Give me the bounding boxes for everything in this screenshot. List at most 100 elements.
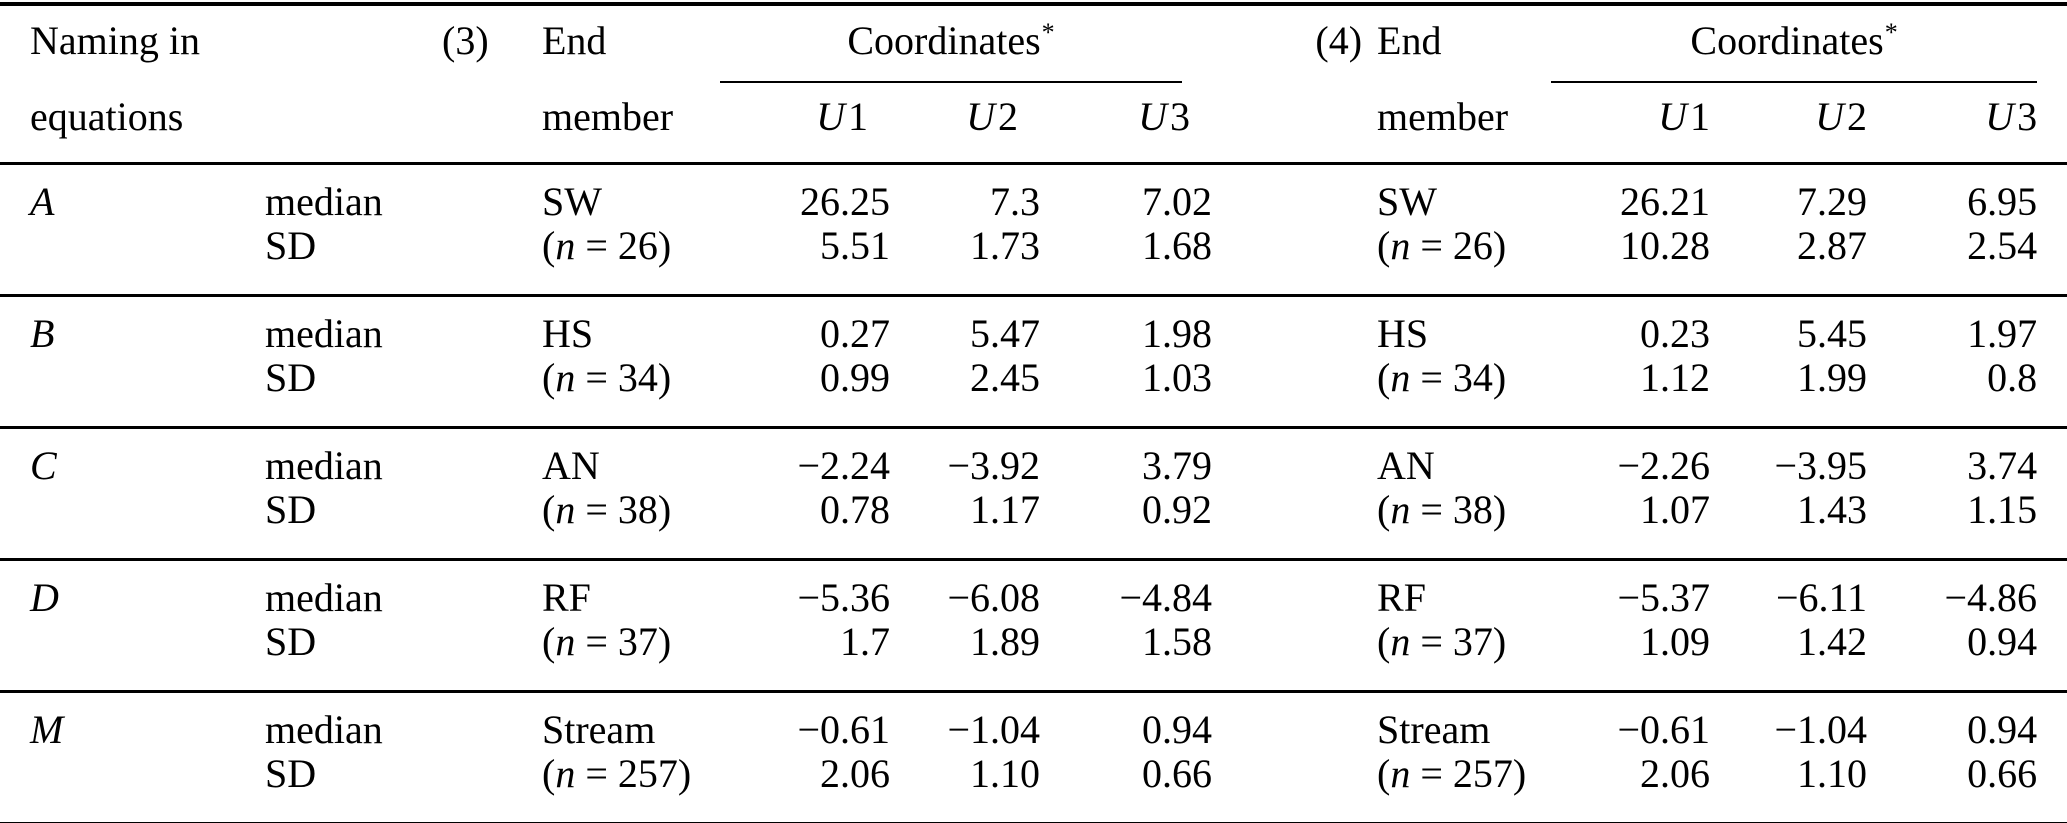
header-row-2: equations member U1 U2 U3 member U1 U2 U… [0,83,2067,165]
spacer-cell [442,689,542,752]
axis-header-u1: U1 [1533,83,1711,165]
spacer-cell [1212,293,1378,356]
sample-count-cell: (n = 26) [1377,222,1533,296]
value-cell: 0.66 [1142,750,1213,796]
value-cell: 7.3 [890,161,1040,224]
spacer-cell [442,425,542,488]
end-member-header-line1: End [542,18,607,63]
value-cell: 0.94 [1867,689,2067,752]
n-symbol: n [555,222,576,268]
axis-header-u2: U2 [890,83,1040,165]
stat-label: median [265,293,442,356]
value-cell: 1.43 [1797,486,1868,532]
spacer-cell [265,4,442,83]
n-value: = 37) [1410,618,1507,664]
value-cell: 0.92 [1142,486,1213,532]
stat-label: median [265,425,442,488]
spacer-cell [442,488,542,560]
n-value: = 26) [1410,222,1507,268]
axis-letter: U [1815,94,1845,139]
value-cell: 0.27 [702,293,890,356]
value-cell: 26.21 [1533,161,1711,224]
n-value: = 37) [575,618,672,664]
value-cell: 26.25 [702,161,890,224]
value-cell: 1.12 [1640,354,1711,400]
value-cell: −3.92 [890,425,1040,488]
table-row: D median RF −5.36 −6.08 −4.84 RF −5.37 −… [0,557,2067,620]
paren-open: ( [1377,222,1391,268]
table-row: SD (n = 38) 0.78 1.17 0.92 (n = 38) 1.07… [0,486,2067,560]
n-symbol: n [1390,222,1411,268]
value-cell: 5.51 [820,222,890,268]
value-cell: 1.15 [1967,486,2038,532]
naming-header-line2: equations [0,83,265,165]
spacer-cell [442,752,542,823]
value-cell: −5.36 [702,557,890,620]
paren-open: ( [542,354,556,400]
end-member-header-line2: member [542,83,702,165]
value-cell: 2.45 [970,354,1040,400]
value-cell: −2.26 [1533,425,1711,488]
spacer-cell [0,224,265,296]
end-member-cell: RF [1377,557,1534,620]
spacer-cell [0,620,265,692]
row-name: A [0,161,265,224]
paren-open: ( [1377,750,1391,796]
spacer-cell [1212,83,1378,165]
n-symbol: n [1390,618,1411,664]
value-cell: 1.42 [1797,618,1868,664]
axis-header-u3: U3 [1040,83,1213,165]
sample-count-cell: (n = 37) [1377,618,1533,692]
coordinates-header-underline: Coordinates* [1551,18,2038,83]
sample-count-cell: (n = 34) [542,354,702,428]
coordinates-label: Coordinates [1690,18,1884,63]
end-member-cell: SW [542,161,702,224]
n-value: = 34) [575,354,672,400]
n-symbol: n [555,750,576,796]
value-cell: 1.98 [1040,293,1213,356]
value-cell: −0.61 [1533,689,1711,752]
paren-open: ( [1377,486,1391,532]
value-cell: −3.95 [1710,425,1868,488]
value-cell: 0.23 [1533,293,1711,356]
value-cell: −0.61 [702,689,890,752]
value-cell: 2.87 [1797,222,1868,268]
axis-letter: U [1658,94,1688,139]
row-name: M [0,689,265,752]
sample-count-cell: (n = 38) [1377,486,1533,560]
stat-label: SD [265,222,317,268]
end-member-cell: RF [542,557,702,620]
value-cell: 1.73 [970,222,1040,268]
end-member-cell: Stream [1377,689,1534,752]
value-cell: 1.97 [1867,293,2067,356]
sample-count-cell: (n = 38) [542,486,702,560]
coordinates-header-underline: Coordinates* [720,18,1183,83]
n-symbol: n [555,486,576,532]
value-cell: 1.68 [1142,222,1213,268]
end-member-cell: SW [1377,161,1534,224]
paren-open: ( [542,618,556,664]
n-value: = 38) [1410,486,1507,532]
table-row: SD (n = 26) 5.51 1.73 1.68 (n = 26) 10.2… [0,222,2067,296]
spacer-cell [442,620,542,692]
naming-header-line1: Naming in [30,18,200,63]
table-row: C median AN −2.24 −3.92 3.79 AN −2.26 −3… [0,425,2067,488]
spacer-cell [442,161,542,224]
coordinates-label: Coordinates [847,18,1041,63]
value-cell: 7.02 [1040,161,1213,224]
value-cell: −6.08 [890,557,1040,620]
n-value: = 257) [575,750,692,796]
value-cell: 1.99 [1797,354,1868,400]
value-cell: 3.74 [1867,425,2067,488]
n-value: = 26) [575,222,672,268]
n-symbol: n [1390,750,1411,796]
value-cell: 3.79 [1040,425,1213,488]
end-member-cell: AN [542,425,702,488]
value-cell: 0.99 [820,354,890,400]
n-symbol: n [1390,486,1411,532]
spacer-cell [442,293,542,356]
n-value: = 257) [1410,750,1527,796]
n-value: = 38) [575,486,672,532]
